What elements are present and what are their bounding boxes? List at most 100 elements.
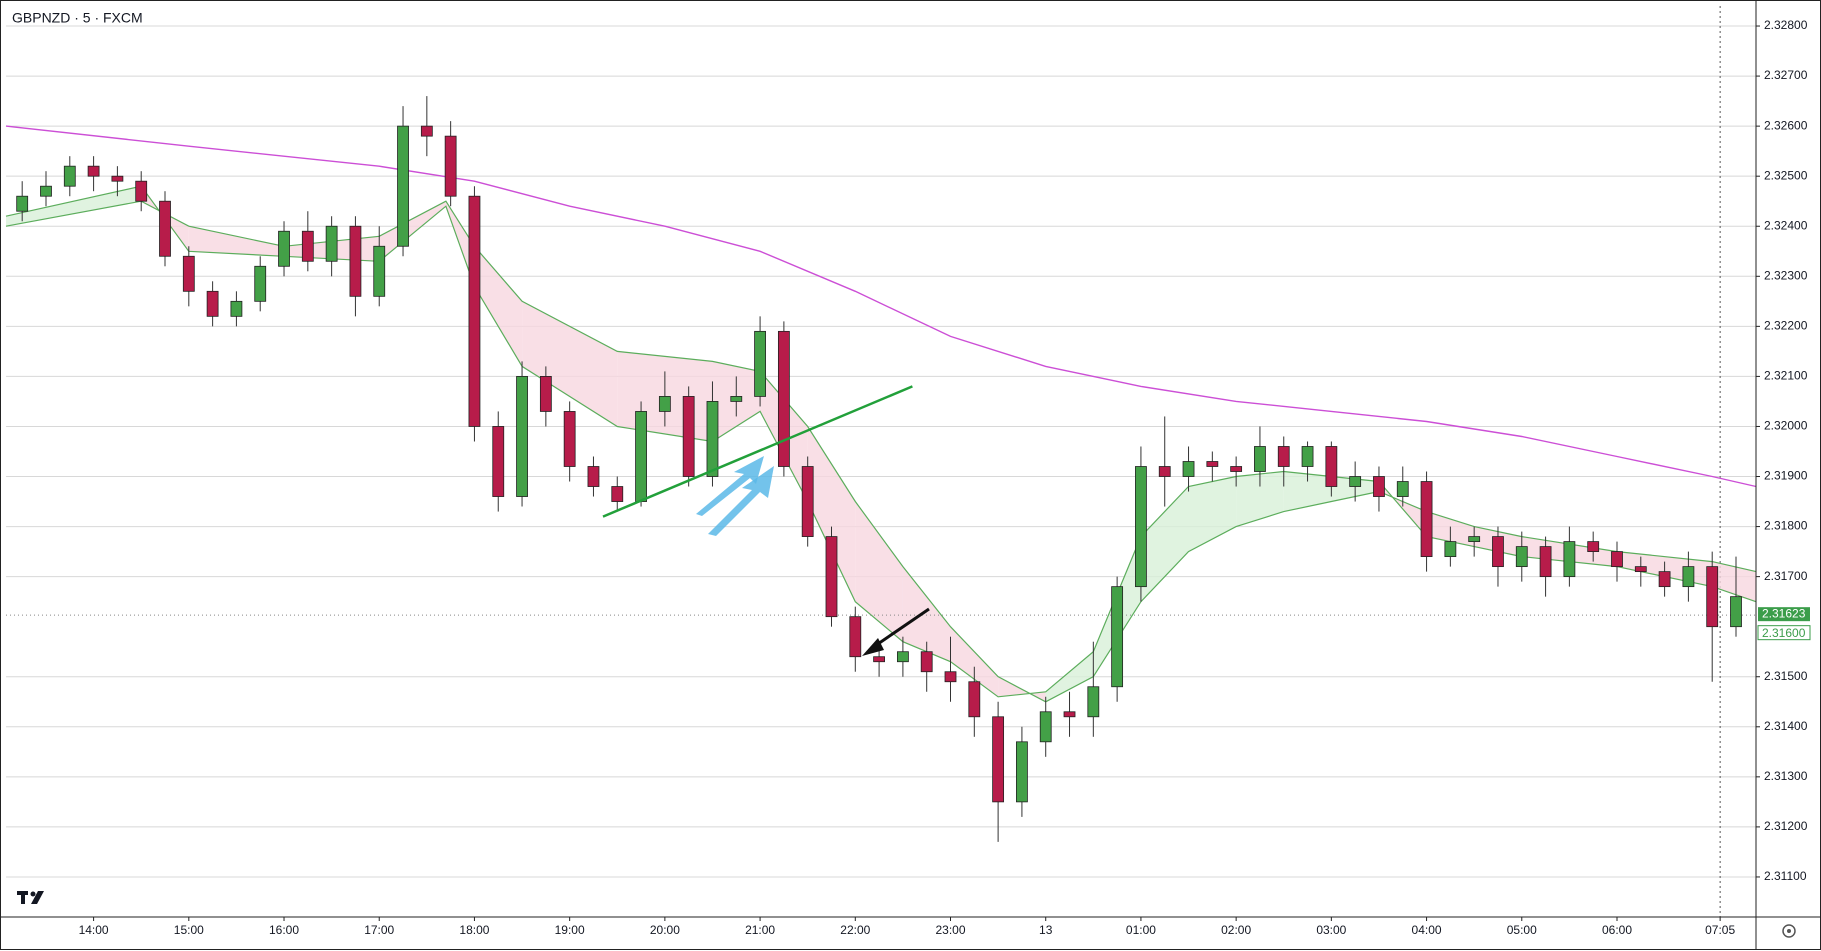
candle-body — [754, 330, 766, 397]
trendline — [602, 385, 913, 518]
y-tick-label: 2.31100 — [1764, 869, 1807, 883]
candle-body — [1515, 546, 1528, 568]
candle-body — [230, 300, 243, 317]
candle-body — [611, 486, 624, 502]
candle-body — [1492, 536, 1504, 568]
black-arrow — [871, 607, 930, 650]
candle-body — [444, 135, 457, 197]
candle-body — [968, 681, 981, 718]
candle-body — [801, 466, 814, 537]
candle-body — [1135, 466, 1147, 588]
ema-fill — [950, 626, 999, 697]
y-tick-label: 2.32600 — [1764, 118, 1808, 132]
candle-body — [159, 200, 171, 257]
ema-fill — [188, 226, 284, 257]
settings-icon[interactable] — [1782, 924, 1796, 938]
candle-body — [777, 330, 790, 467]
x-tick-label: 16:00 — [269, 923, 299, 937]
y-tick-label: 2.31300 — [1764, 769, 1808, 783]
candle-body — [278, 230, 290, 267]
ema-fill — [6, 186, 142, 227]
candle-body — [1254, 446, 1266, 472]
candle-body — [206, 290, 219, 317]
candle-body — [1063, 711, 1076, 718]
x-tick-label: 01:00 — [1126, 923, 1156, 937]
candle-body — [849, 616, 862, 658]
candle-body — [1706, 566, 1719, 628]
y-tick-label: 2.31700 — [1764, 569, 1808, 583]
candle-body — [492, 426, 505, 497]
x-tick-label: 07:05 — [1705, 923, 1735, 937]
ema-fill — [1045, 651, 1094, 702]
candle-body — [920, 651, 933, 673]
candle-body — [1611, 551, 1623, 568]
candle-body — [516, 376, 528, 497]
candle-body — [873, 656, 885, 663]
candle-body — [325, 225, 338, 262]
candle-body — [397, 125, 409, 247]
candle-body — [468, 195, 481, 427]
candle-body — [706, 401, 719, 477]
x-tick-label: 05:00 — [1507, 923, 1537, 937]
candle-body — [825, 536, 838, 618]
x-tick-label: 18:00 — [459, 923, 489, 937]
last-price-label: 2.31623 — [1762, 606, 1806, 620]
x-tick-label: 20:00 — [650, 923, 680, 937]
candle-body — [373, 245, 386, 297]
candle-body — [1039, 711, 1052, 743]
candle-body — [420, 125, 433, 137]
ema-fill — [902, 566, 951, 662]
ema-fill — [1712, 561, 1756, 602]
blue-arrow — [708, 466, 774, 536]
candle-body — [63, 165, 76, 187]
ema-fill — [807, 426, 856, 602]
candle-body — [135, 180, 148, 202]
x-tick-label: 06:00 — [1602, 923, 1632, 937]
candle-body — [896, 651, 909, 663]
x-tick-label: 19:00 — [555, 923, 585, 937]
candle-body — [1539, 546, 1552, 578]
y-tick-label: 2.32800 — [1764, 18, 1808, 32]
candle-body — [587, 466, 600, 487]
y-tick-label: 2.32700 — [1764, 68, 1808, 82]
candle-body — [635, 411, 647, 502]
x-tick-label: 15:00 — [174, 923, 204, 937]
plot-area — [5, 6, 1757, 917]
candle-body — [1730, 596, 1742, 628]
x-tick-label: 17:00 — [364, 923, 394, 937]
ema-fill — [1236, 471, 1284, 527]
y-tick-label: 2.31200 — [1764, 819, 1808, 833]
candle-body — [1301, 446, 1314, 467]
candle-body — [1563, 541, 1576, 578]
blue-arrow — [696, 456, 764, 516]
ema-fill — [474, 246, 523, 367]
ref-price-label: 2.31600 — [1762, 626, 1806, 640]
candle-body — [87, 165, 100, 177]
candle-body — [349, 225, 362, 297]
x-tick-label: 03:00 — [1316, 923, 1346, 937]
x-tick-label: 02:00 — [1221, 923, 1251, 937]
candle-body — [1158, 466, 1171, 477]
y-tick-label: 2.32300 — [1764, 268, 1808, 282]
y-tick-label: 2.32100 — [1764, 369, 1808, 383]
y-tick-label: 2.32000 — [1764, 419, 1808, 433]
candle-body — [1087, 686, 1100, 718]
ema-fill — [1283, 471, 1332, 512]
candle-body — [1444, 541, 1457, 558]
candle-body — [992, 716, 1005, 803]
ema-fill — [855, 501, 903, 642]
x-tick-label: 22:00 — [840, 923, 870, 937]
candle-body — [1373, 476, 1385, 497]
candle-body — [16, 195, 29, 212]
candle-body — [1349, 476, 1362, 487]
candle-body — [1277, 446, 1290, 467]
last-price-box — [1758, 607, 1810, 622]
x-tick-label: 21:00 — [745, 923, 775, 937]
candle-body — [1111, 586, 1124, 688]
y-tick-label: 2.31900 — [1764, 469, 1808, 483]
candle-body — [1396, 481, 1409, 497]
candle-body — [1325, 446, 1338, 487]
candle-body — [539, 376, 552, 412]
